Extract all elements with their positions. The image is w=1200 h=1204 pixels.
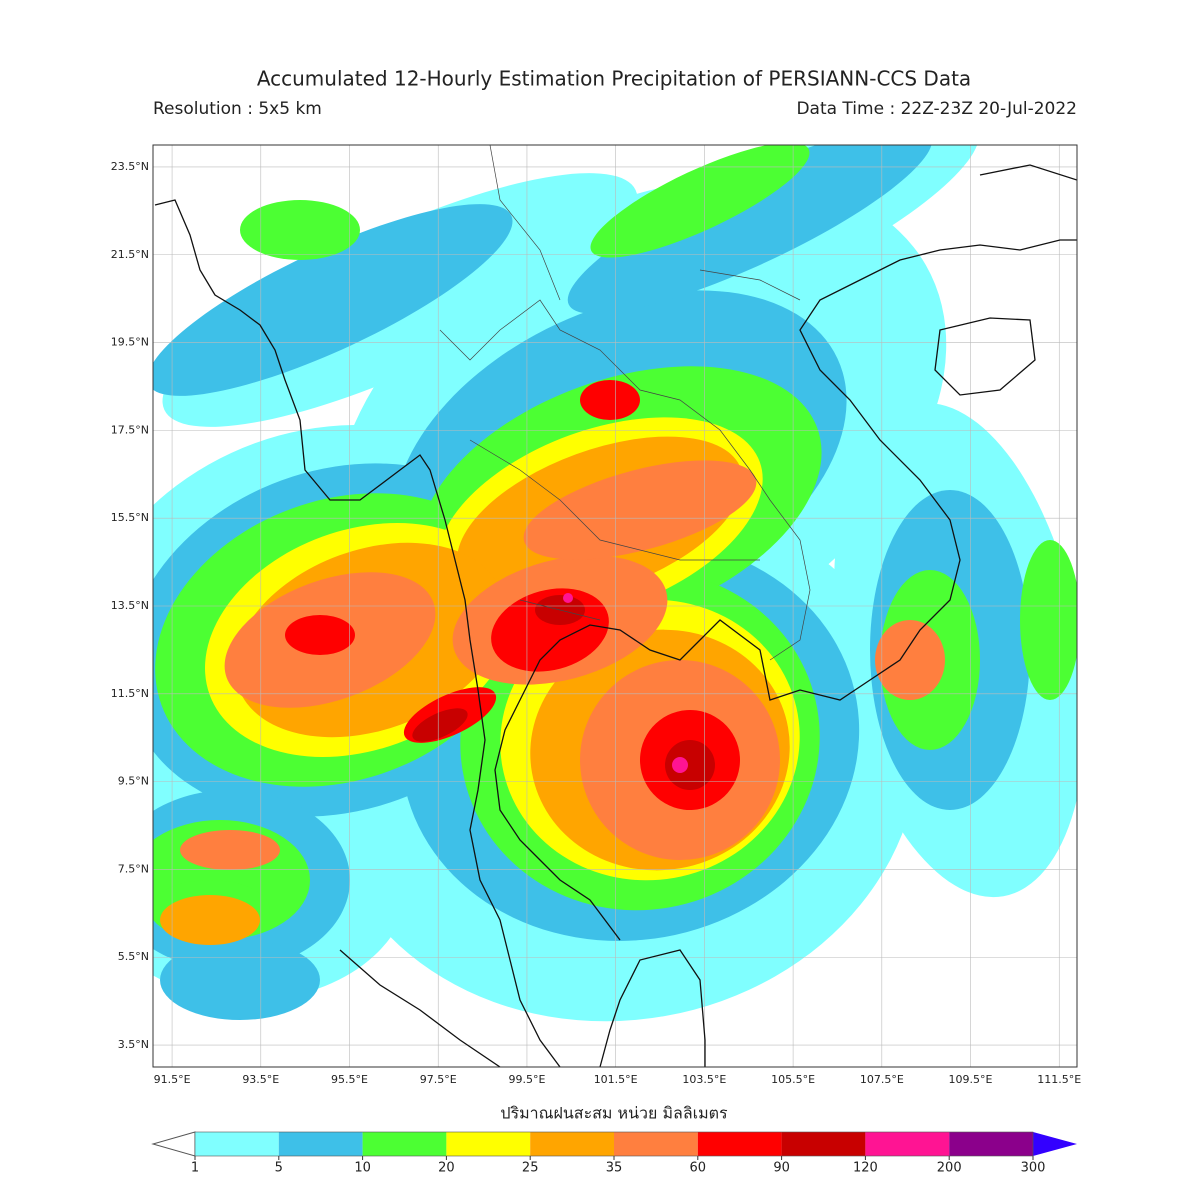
lon-label: 99.5°E — [508, 1073, 545, 1086]
lat-label: 11.5°N — [111, 687, 149, 700]
coastline — [494, 239, 1077, 941]
coastline — [979, 164, 1077, 181]
resolution: Resolution : 5x5 km — [153, 99, 322, 119]
colorbar-tick-label: 60 — [690, 1161, 707, 1176]
border — [469, 439, 760, 621]
coastline — [154, 199, 561, 1067]
lon-label: 111.5°E — [1037, 1073, 1081, 1086]
border — [439, 299, 811, 661]
lat-label: 13.5°N — [111, 599, 149, 612]
rain-area — [285, 615, 355, 655]
lat-label: 9.5°N — [118, 775, 149, 788]
lat-label: 19.5°N — [111, 336, 149, 349]
colorbar-tick-label: 300 — [1021, 1161, 1046, 1176]
rain-area — [590, 145, 810, 258]
rain-area — [563, 593, 573, 603]
lat-label: 15.5°N — [111, 511, 149, 524]
colorbar-swatch — [446, 1132, 531, 1156]
lon-label: 97.5°E — [420, 1073, 457, 1086]
rain-area — [523, 460, 757, 560]
rain-area — [672, 757, 688, 773]
colorbar-tick-label: 90 — [773, 1161, 790, 1176]
colorbar-swatch — [697, 1132, 782, 1156]
colorbar-tick-label: 10 — [354, 1161, 371, 1176]
lon-label: 101.5°E — [594, 1073, 638, 1086]
colorbar-tick-label: 1 — [191, 1161, 199, 1176]
lat-label: 23.5°N — [111, 160, 149, 173]
coastline — [934, 317, 1036, 396]
borders — [439, 145, 811, 661]
rain-area — [180, 830, 280, 870]
map-frame — [152, 144, 1078, 1068]
lon-label: 95.5°E — [331, 1073, 368, 1086]
lon-label: 103.5°E — [682, 1073, 726, 1086]
colorbar-swatch — [530, 1132, 614, 1156]
colorbar-tick-label: 200 — [937, 1161, 962, 1176]
graticule — [153, 145, 1077, 1067]
axis-labels: 23.5°N 21.5°N 19.5°N 17.5°N 15.5°N 13.5°N 11.5… — [111, 160, 1082, 1086]
lon-label: 107.5°E — [860, 1073, 904, 1086]
lat-label: 17.5°N — [111, 423, 149, 436]
rain-area — [412, 708, 468, 742]
colorbar-swatch — [614, 1132, 698, 1156]
lat-label: 5.5°N — [118, 950, 149, 963]
colorbar-label: ปริมาณฝนสะสม หน่วย มิลลิเมตร — [500, 1104, 728, 1123]
rain-area — [875, 620, 945, 700]
colorbar-swatch — [949, 1132, 1033, 1156]
colorbar-swatch — [865, 1132, 950, 1156]
colorbar-over — [1033, 1132, 1077, 1156]
lat-label: 3.5°N — [118, 1038, 149, 1051]
lat-label: 21.5°N — [111, 248, 149, 261]
coastline — [599, 949, 706, 1067]
colorbar-tick-label: 120 — [853, 1161, 878, 1176]
lat-label: 7.5°N — [118, 862, 149, 875]
colorbar-tick-label: 5 — [275, 1161, 283, 1176]
coastlines — [154, 164, 1077, 1067]
rain-area — [665, 740, 715, 790]
colorbar-swatch — [195, 1132, 279, 1156]
lon-label: 109.5°E — [949, 1073, 993, 1086]
colorbar-tick-label: 35 — [606, 1161, 623, 1176]
coastline — [339, 949, 501, 1067]
colorbar-under — [151, 1131, 196, 1157]
lon-label: 91.5°E — [154, 1073, 191, 1086]
lon-label: 93.5°E — [242, 1073, 279, 1086]
colorbar-tick-label: 20 — [438, 1161, 455, 1176]
colorbar-swatch — [781, 1132, 866, 1156]
border — [489, 145, 801, 301]
title: Accumulated 12-Hourly Estimation Precipi… — [257, 67, 971, 91]
data-time: Data Time : 22Z-23Z 20-Jul-2022 — [796, 99, 1077, 119]
rain-area — [580, 380, 640, 420]
rain-area — [240, 200, 360, 260]
rain-area — [1020, 540, 1077, 700]
rain-area — [153, 204, 513, 396]
rain-area — [160, 940, 320, 1020]
lon-label: 105.5°E — [771, 1073, 815, 1086]
rain-area — [160, 895, 260, 945]
colorbar: 1 5 10 20 25 35 60 90 120 200 300 — [151, 1131, 1077, 1176]
colorbar-tick-label: 25 — [522, 1161, 539, 1176]
rain-area — [567, 145, 933, 314]
colorbar-swatch — [278, 1132, 363, 1156]
colorbar-swatch — [362, 1132, 447, 1156]
